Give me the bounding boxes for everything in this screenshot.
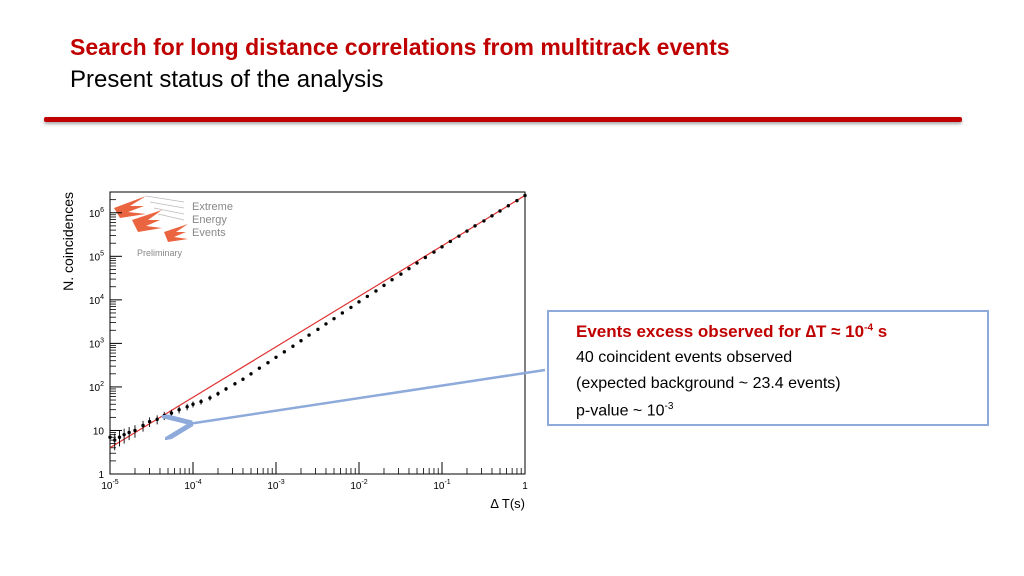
data-point — [523, 193, 527, 198]
arrow-line — [188, 368, 546, 424]
y-tick-label: 104 — [89, 294, 104, 307]
x-tick-label: 1 — [522, 481, 528, 492]
title-divider — [44, 117, 962, 122]
y-tick-label: 102 — [89, 381, 104, 394]
data-point — [282, 350, 287, 354]
data-point — [141, 423, 145, 428]
callout-headline-prefix: Events excess observed for — [576, 322, 806, 341]
slide-title: Search for long distance correlations fr… — [70, 34, 730, 60]
data-point — [316, 327, 320, 332]
logo-line1: Extreme — [192, 201, 233, 213]
logo-e-icon-3 — [164, 224, 188, 242]
logo-line3: Events — [192, 227, 226, 239]
data-point — [133, 428, 137, 433]
y-tick-label: 1 — [98, 470, 104, 481]
data-point — [340, 311, 345, 315]
logo-line2: Energy — [192, 214, 227, 226]
data-point — [490, 214, 494, 218]
logo-preliminary: Preliminary — [137, 248, 183, 258]
x-tick-label: 10-2 — [350, 479, 367, 492]
data-point — [249, 372, 253, 376]
data-point — [291, 344, 295, 348]
axes: 10-5 10-4 10-3 10-2 10-1 1 1 10 102 103 104 105 106 ∆… — [60, 191, 528, 511]
y-tick-label: 106 — [89, 207, 104, 220]
data-point — [127, 430, 131, 435]
y-tick-label: 105 — [89, 250, 104, 263]
callout-observed: 40 coincident events observed — [576, 349, 793, 366]
callout-background: (expected background ~ 23.4 events) — [576, 375, 841, 392]
data-point — [324, 322, 328, 326]
data-point — [357, 300, 361, 304]
data-point — [473, 224, 477, 228]
data-point — [185, 405, 189, 409]
x-tick-label: 10-1 — [433, 479, 450, 492]
logo-swoosh-icon — [145, 195, 185, 221]
data-point — [332, 316, 336, 321]
data-point — [155, 417, 159, 422]
data-point — [506, 204, 511, 208]
callout-pvalue: p-value ~ 10-3 — [576, 401, 673, 420]
data-point — [382, 283, 386, 288]
data-point — [390, 278, 394, 282]
data-point — [299, 339, 303, 343]
callout-pvalue-prefix: p-value ~ 10 — [576, 402, 665, 420]
data-point — [498, 209, 502, 213]
y-tick-label: 103 — [89, 337, 104, 350]
data-point — [113, 438, 117, 442]
data-point — [208, 396, 212, 400]
data-point — [233, 382, 237, 386]
data-point — [448, 239, 453, 244]
y-tick-label: 10 — [93, 426, 105, 437]
data-point — [199, 399, 203, 404]
data-point — [432, 250, 436, 254]
callout-headline: Events excess observed for ∆T ≈ 10-4 s — [576, 322, 887, 342]
data-point — [147, 419, 152, 424]
data-point — [108, 435, 112, 439]
fit-line — [109, 194, 526, 449]
data-point — [365, 294, 370, 299]
fit-series — [109, 194, 526, 449]
data-point — [465, 229, 469, 233]
data-point — [257, 366, 262, 370]
data-series — [108, 193, 527, 451]
data-point — [515, 198, 519, 203]
callout-headline-exp: -4 — [864, 322, 874, 334]
data-point — [399, 272, 403, 276]
result-callout: Events excess observed for ∆T ≈ 10-4 s 4… — [547, 310, 989, 426]
callout-headline-symbol: ∆T ≈ 10 — [805, 322, 865, 341]
data-point — [307, 333, 311, 337]
y-axis-label: N. coincidences — [60, 192, 76, 291]
slide-subtitle: Present status of the analysis — [70, 66, 384, 93]
data-point — [374, 289, 378, 293]
data-point — [224, 387, 228, 391]
x-tick-label: 10-4 — [184, 479, 201, 492]
data-point — [457, 234, 461, 238]
logo: Extreme Energy Events Preliminary — [114, 195, 233, 258]
data-point — [423, 255, 428, 260]
callout-headline-suffix: s — [873, 322, 888, 341]
coincidences-chart: Extreme Energy Events Preliminary 10-5 10… — [60, 191, 528, 511]
data-point — [191, 402, 195, 406]
data-point — [415, 261, 419, 265]
logo-e-icon-2 — [132, 210, 162, 232]
data-point — [349, 305, 353, 310]
plot-frame — [109, 191, 526, 475]
data-point — [274, 355, 278, 359]
data-point — [482, 219, 486, 223]
data-point — [407, 266, 411, 271]
data-point — [440, 245, 444, 249]
callout-pvalue-exp: -3 — [664, 401, 674, 412]
data-point — [122, 432, 126, 437]
x-tick-label: 10-3 — [267, 479, 284, 492]
data-point — [266, 361, 270, 365]
data-point — [117, 435, 122, 439]
data-point — [177, 407, 181, 412]
data-point — [241, 377, 245, 381]
x-axis-label: ∆ T(s) — [491, 496, 525, 511]
data-point — [216, 391, 220, 396]
x-tick-label: 10-5 — [101, 479, 118, 492]
